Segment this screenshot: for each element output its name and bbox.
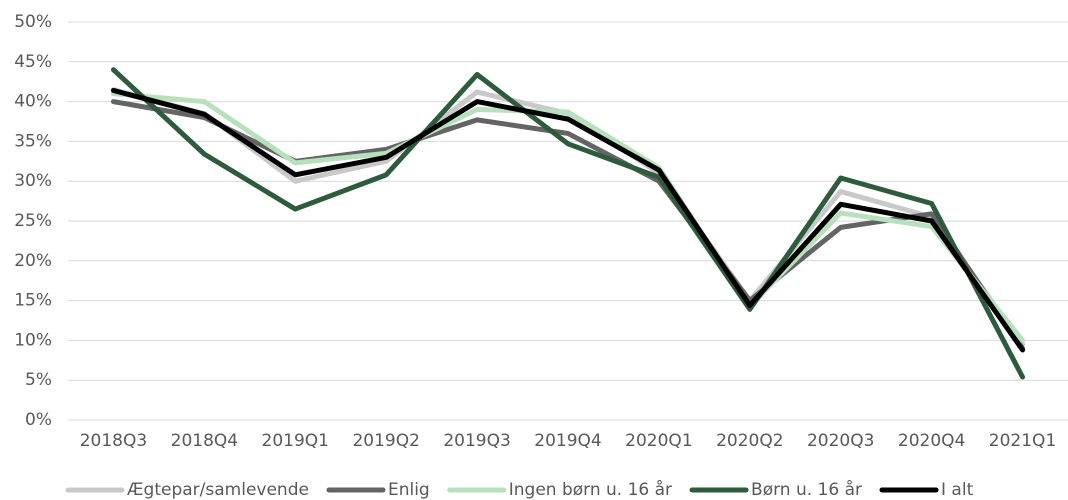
x-tick-label: 2019Q2 [352, 431, 419, 451]
x-tick-label: 2020Q4 [898, 431, 965, 451]
y-tick-label: 35% [14, 131, 52, 151]
x-tick-label: 2020Q1 [625, 431, 692, 451]
x-tick-label: 2021Q1 [989, 431, 1056, 451]
series-line [110, 87, 1026, 347]
x-tick-label: 2020Q2 [716, 431, 783, 451]
y-tick-label: 45% [14, 52, 52, 72]
y-tick-label: 0% [25, 410, 52, 430]
legend-label: Ægtepar/samlevende [127, 480, 309, 500]
x-tick-label: 2019Q3 [443, 431, 510, 451]
y-tick-label: 50% [14, 12, 52, 32]
legend-label: I alt [941, 480, 974, 500]
y-tick-label: 20% [14, 251, 52, 271]
series-line [110, 87, 1026, 353]
x-tick-label: 2018Q4 [171, 431, 238, 451]
y-tick-label: 30% [14, 171, 52, 191]
legend-label: Ingen børn u. 16 år [509, 479, 672, 500]
x-tick-label: 2018Q3 [80, 431, 147, 451]
y-tick-label: 5% [25, 370, 52, 390]
legend-label: Enlig [388, 480, 430, 500]
x-tick-label: 2019Q4 [534, 431, 601, 451]
y-tick-label: 25% [14, 211, 52, 231]
y-tick-label: 10% [14, 330, 52, 350]
x-tick-label: 2020Q3 [807, 431, 874, 451]
y-tick-label: 15% [14, 291, 52, 311]
x-tick-label: 2019Q1 [262, 431, 329, 451]
y-tick-label: 40% [14, 92, 52, 112]
legend-label: Børn u. 16 år [751, 479, 862, 500]
series-line [110, 99, 1026, 351]
series-line [110, 67, 1026, 380]
series-line [110, 91, 1026, 343]
